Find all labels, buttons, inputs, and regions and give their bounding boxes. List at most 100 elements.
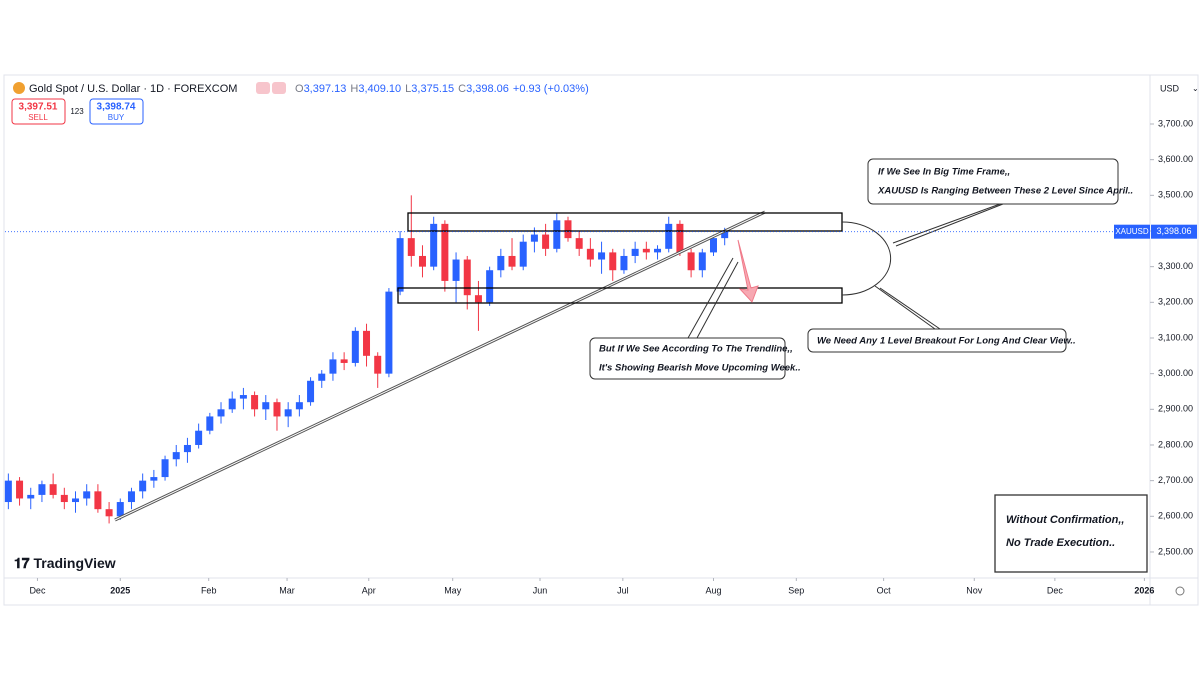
candle-body — [474, 295, 482, 303]
x-tick-label: Nov — [966, 585, 983, 595]
x-tick-label: Jun — [533, 585, 548, 595]
candle-body — [307, 380, 315, 403]
price-tag — [1151, 224, 1197, 239]
y-tick-label: 3,500.00 — [1158, 190, 1193, 200]
candle-body — [709, 238, 717, 253]
price-tag-label: 3,398.06 — [1156, 226, 1191, 236]
note: We Need Any 1 Level Breakout For Long An… — [817, 336, 1076, 347]
y-tick-label: 3,100.00 — [1158, 332, 1193, 342]
candle-body — [407, 238, 415, 256]
candle-body — [262, 402, 270, 410]
candle-body — [4, 480, 12, 503]
x-tick-label: Dec — [29, 585, 46, 595]
buy-button[interactable] — [89, 98, 144, 125]
ohlc-key: C — [458, 83, 466, 95]
currency-caret: ⌄ — [1192, 84, 1199, 93]
note-box — [589, 337, 786, 380]
candle-body — [116, 502, 124, 517]
candle-body — [396, 238, 404, 292]
note: No Trade Execution.. — [1006, 537, 1115, 549]
candle-body — [418, 255, 426, 267]
ohlc-key: O — [295, 83, 304, 95]
brand-logo: 𝟏𝟕 TradingView — [14, 555, 116, 571]
candle-body — [598, 252, 606, 260]
x-tick-label: Dec — [1047, 585, 1064, 595]
y-tick-label: 2,500.00 — [1158, 546, 1193, 556]
candle-body — [295, 402, 303, 410]
buy-label: BUY — [108, 113, 125, 122]
y-tick-label: 2,700.00 — [1158, 475, 1193, 485]
candle-body — [463, 259, 471, 296]
ohlc-key: L — [405, 83, 411, 95]
candle-body — [519, 241, 527, 267]
callout — [874, 285, 941, 330]
candle-body — [251, 395, 259, 410]
candle-body — [676, 223, 684, 253]
candle-body — [698, 252, 706, 271]
candle-body — [217, 409, 225, 417]
candle-body — [374, 355, 382, 374]
settings-icon[interactable] — [1175, 586, 1185, 596]
sell-price: 3,397.51 — [19, 102, 58, 113]
candle-body — [228, 398, 236, 410]
ohlc-value: 3,375.15 — [411, 83, 454, 95]
candle-body — [385, 291, 393, 374]
candle-body — [60, 494, 68, 503]
candle-body — [542, 234, 550, 249]
y-tick-label: 3,600.00 — [1158, 154, 1193, 164]
x-tick-label: Sep — [788, 585, 804, 595]
candle-body — [508, 255, 516, 267]
x-tick-label: Feb — [201, 585, 217, 595]
candle-body — [329, 359, 337, 374]
x-tick-label: 2025 — [110, 585, 130, 595]
currency[interactable]: USD — [1160, 83, 1180, 93]
candle-body — [486, 270, 494, 303]
candle-body — [564, 220, 572, 239]
note-box — [994, 494, 1148, 573]
y-tick-label: 2,900.00 — [1158, 404, 1193, 414]
symbol-title: Gold Spot / U.S. Dollar · 1D · FOREXCOM — [29, 83, 237, 95]
note-box — [807, 328, 1067, 353]
candle-body — [340, 359, 348, 363]
candle-body — [38, 484, 46, 495]
x-tick-label: Aug — [705, 585, 721, 595]
note: But If We See According To The Trendline… — [599, 344, 793, 355]
candle-body — [452, 259, 460, 281]
sell-button[interactable] — [11, 98, 66, 125]
note: If We See In Big Time Frame,, — [878, 167, 1010, 178]
ohlc-change: +0.93 (+0.03%) — [513, 83, 589, 95]
ohlc-value: 3,398.06 — [466, 83, 509, 95]
candle-body — [586, 248, 594, 260]
candle-body — [631, 248, 639, 256]
candle-body — [239, 395, 247, 399]
ohlc-value: 3,397.13 — [304, 83, 347, 95]
candle-body — [665, 223, 673, 249]
candle-body — [284, 409, 292, 417]
note: Without Confirmation,, — [1006, 514, 1124, 526]
candle-body — [654, 248, 662, 253]
y-tick-label: 3,200.00 — [1158, 297, 1193, 307]
ohlc-key: H — [350, 83, 358, 95]
candle-body — [127, 491, 135, 503]
candle-body — [351, 330, 359, 363]
candle-body — [172, 452, 180, 460]
indicator-icon[interactable] — [256, 82, 270, 94]
candle-body — [497, 255, 505, 271]
candle-body — [150, 477, 158, 481]
y-tick-label: 3,000.00 — [1158, 368, 1193, 378]
candle-body — [206, 416, 214, 431]
candle-body — [139, 480, 147, 492]
candle-body — [609, 252, 617, 271]
ohlc-value: 3,409.10 — [358, 83, 401, 95]
candle-body — [363, 330, 371, 356]
ohlc-readout: O3,397.13 H3,409.10 L3,375.15 C3,398.06 +0.9… — [295, 83, 589, 95]
candle-body — [430, 223, 438, 267]
candle-body — [620, 255, 628, 271]
candle-body — [642, 248, 650, 253]
x-tick-label: Apr — [362, 585, 376, 595]
indicator-icon[interactable] — [272, 82, 286, 94]
candle-body — [161, 459, 169, 478]
candle-body — [553, 220, 561, 249]
x-tick-label: 2026 — [1134, 585, 1154, 595]
